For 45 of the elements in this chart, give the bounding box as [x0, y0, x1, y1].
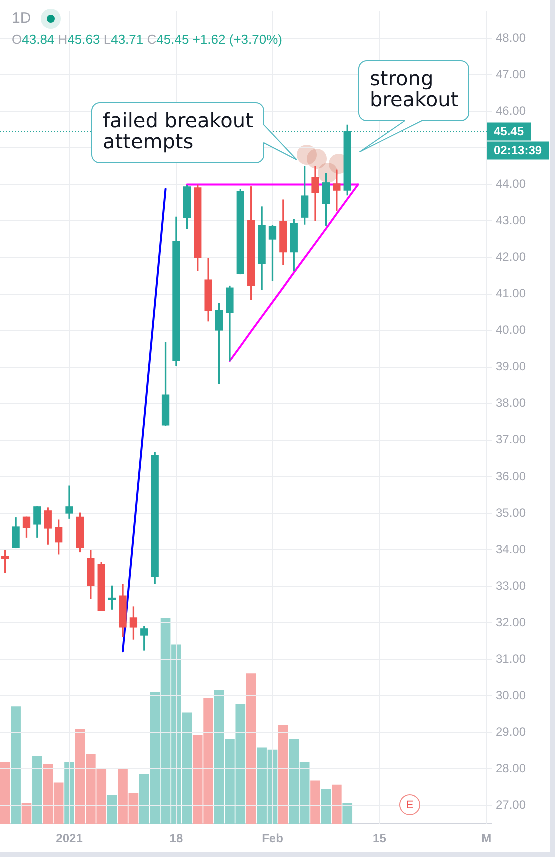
y-tick-label: 38.00: [496, 396, 526, 410]
y-tick-label: 29.00: [496, 724, 526, 739]
y-tick-label: 44.00: [496, 177, 526, 192]
annotation: failed breakout attempts: [103, 108, 254, 154]
y-tick-label: 41.00: [496, 286, 526, 301]
annotation: strong breakout: [370, 66, 459, 112]
y-tick-label: 33.00: [496, 578, 526, 593]
candlestick: [66, 486, 74, 519]
y-tick-label: 34.00: [496, 542, 526, 556]
y-tick-label: 31.00: [496, 652, 526, 666]
y-tick-label: 42.00: [496, 250, 526, 264]
text: 02:13:39: [494, 144, 542, 158]
bar: [321, 788, 332, 824]
y-tick-label: 35.00: [496, 506, 526, 520]
chart-title: 1D: [12, 9, 32, 29]
bar: [22, 803, 32, 824]
x-tick-label: 2021: [56, 832, 84, 846]
x-tick-label: 15: [373, 832, 387, 846]
y-tick-label: 43.00: [496, 214, 526, 228]
annotation: E: [406, 800, 414, 812]
y-tick-label: 40.00: [496, 323, 526, 338]
y-tick-label: 47.00: [496, 67, 526, 82]
bar: [107, 795, 118, 824]
text: O43.84 H45.63 L43.71 C45.45 +1.62 (+3.70%): [12, 32, 282, 47]
y-tick-label: 36.00: [496, 469, 526, 484]
y-tick-label: 28.00: [496, 762, 526, 776]
y-tick-label: 39.00: [496, 360, 526, 374]
x-tick-label: Feb: [262, 832, 284, 846]
bar: [332, 784, 342, 824]
y-tick-label: 32.00: [496, 615, 526, 630]
bar: [246, 674, 256, 824]
bar: [342, 803, 353, 824]
bar: [11, 706, 21, 824]
bar: [0, 762, 10, 824]
y-tick-label: 30.00: [496, 688, 526, 702]
bar: [310, 780, 320, 824]
x-tick-label: M: [482, 832, 492, 846]
ref-line-label: 45.45: [494, 124, 524, 139]
bar: [278, 725, 288, 824]
y-tick-label: 46.00: [496, 104, 526, 118]
y-tick-label: 37.00: [496, 432, 526, 447]
bar: [32, 756, 42, 824]
x-tick-label: 18: [170, 832, 184, 846]
y-tick-label: 48.00: [496, 30, 526, 45]
y-tick-label: 27.00: [496, 798, 526, 812]
